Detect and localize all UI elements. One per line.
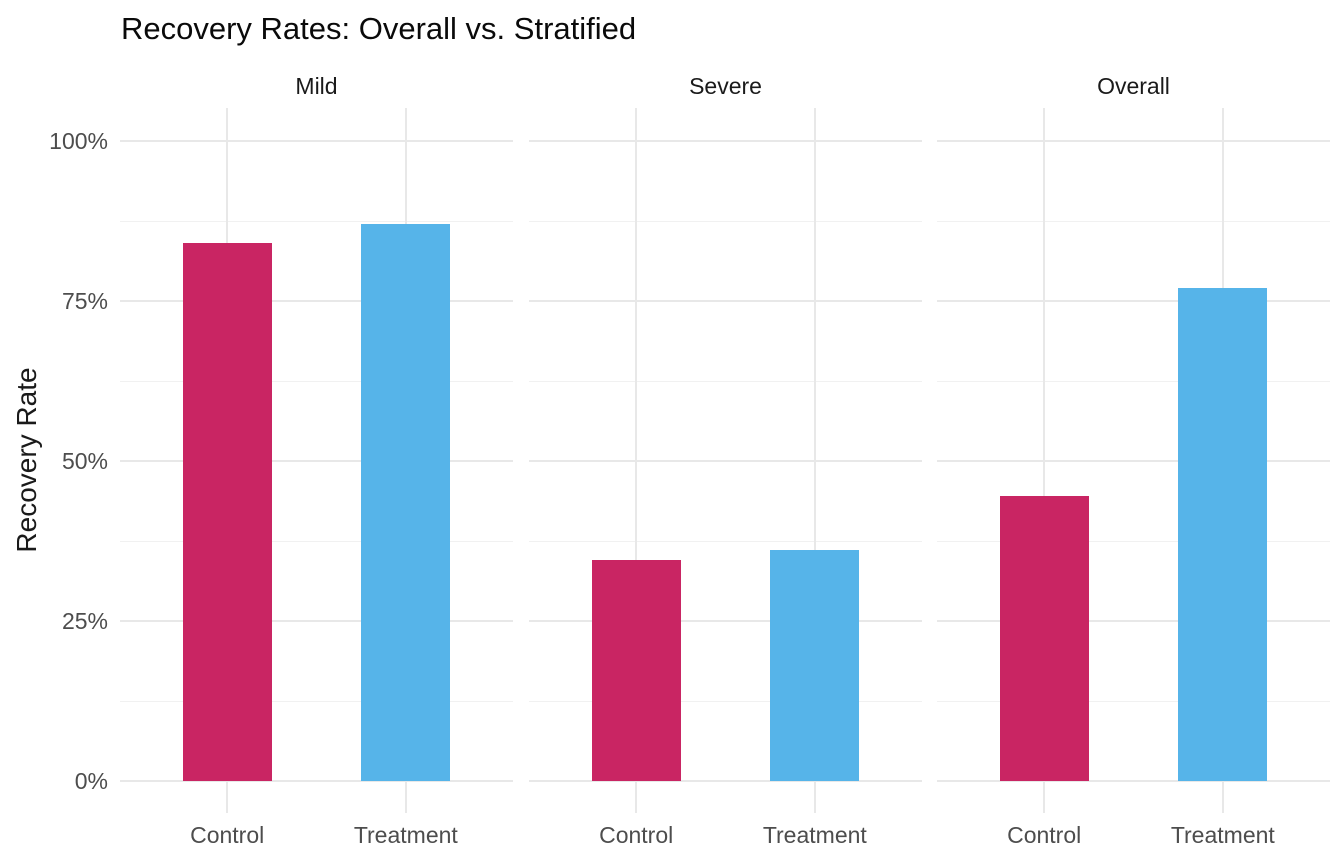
gridline-vertical <box>1043 108 1046 813</box>
bar-mild-treatment <box>361 223 451 781</box>
bar-overall-treatment <box>1178 287 1268 781</box>
gridline-major <box>937 299 1330 302</box>
y-tick-label-100%: 100% <box>49 127 108 154</box>
panel-severe <box>529 108 922 813</box>
gridline-major <box>529 459 922 462</box>
gridline-vertical <box>635 108 638 813</box>
y-tick-label-0%: 0% <box>74 768 108 794</box>
gridline-major <box>120 780 513 782</box>
gridline-major <box>120 619 513 622</box>
gridline-minor <box>120 700 513 702</box>
x-label-severe-treatment: Treatment <box>762 822 867 848</box>
chart-title: Recovery Rates: Overall vs. Stratified <box>121 11 637 46</box>
gridline-minor <box>529 220 922 222</box>
gridline-major <box>937 459 1330 462</box>
x-label-overall-treatment: Treatment <box>1170 822 1275 848</box>
gridline-minor <box>529 540 922 542</box>
bar-severe-control <box>591 560 681 781</box>
gridline-major <box>937 780 1330 782</box>
gridline-major <box>120 459 513 462</box>
gridline-major <box>120 139 513 142</box>
x-label-mild-control: Control <box>190 822 265 848</box>
gridline-major <box>529 619 922 622</box>
gridline-major <box>529 139 922 142</box>
bar-overall-control <box>999 495 1089 781</box>
bar-mild-control <box>182 242 272 781</box>
gridline-major <box>529 299 922 302</box>
gridline-minor <box>120 380 513 382</box>
x-label-severe-control: Control <box>599 822 674 848</box>
gridline-minor <box>937 540 1330 542</box>
gridline-minor <box>529 700 922 702</box>
panel-overall <box>937 108 1330 813</box>
gridline-minor <box>120 540 513 542</box>
gridline-major <box>120 299 513 302</box>
x-label-overall-control: Control <box>1007 822 1082 848</box>
strip-label-severe: Severe <box>689 73 762 99</box>
strip-label-mild: Mild <box>295 73 338 99</box>
gridline-vertical <box>813 108 816 813</box>
panel-mild <box>120 108 513 813</box>
strip-label-overall: Overall <box>1097 73 1170 99</box>
gridline-minor <box>120 220 513 222</box>
gridline-minor <box>529 380 922 382</box>
x-label-mild-treatment: Treatment <box>353 822 458 848</box>
gridline-major <box>529 780 922 782</box>
y-tick-label-25%: 25% <box>61 607 108 634</box>
gridline-major <box>937 619 1330 622</box>
gridline-minor <box>937 220 1330 222</box>
gridline-major <box>937 139 1330 142</box>
gridline-minor <box>937 700 1330 702</box>
y-tick-label-75%: 75% <box>61 287 108 314</box>
y-tick-label-50%: 50% <box>61 447 108 474</box>
gridline-minor <box>937 380 1330 382</box>
bar-severe-treatment <box>770 550 860 781</box>
